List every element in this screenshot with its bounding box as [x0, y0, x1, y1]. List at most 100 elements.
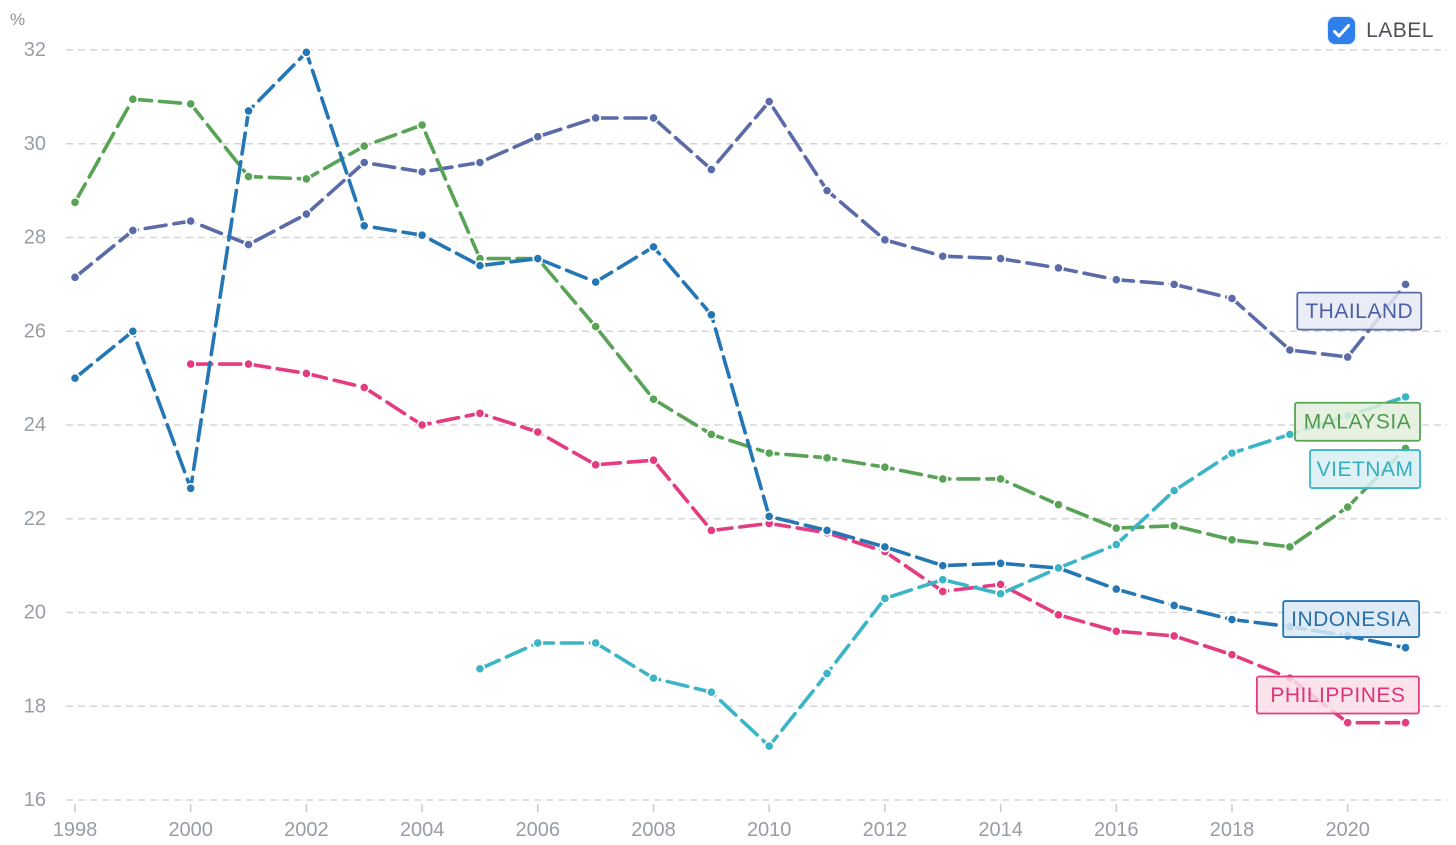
- data-point-vietnam[interactable]: [763, 740, 775, 752]
- data-point-vietnam[interactable]: [705, 686, 717, 698]
- data-point-philippines[interactable]: [995, 578, 1006, 590]
- data-point-indonesia[interactable]: [1110, 583, 1122, 595]
- data-point-malaysia[interactable]: [243, 171, 254, 182]
- data-point-thailand[interactable]: [1226, 293, 1238, 304]
- data-point-philippines[interactable]: [474, 407, 486, 419]
- data-point-philippines[interactable]: [358, 382, 370, 393]
- data-point-thailand[interactable]: [243, 239, 254, 250]
- data-point-thailand[interactable]: [879, 234, 891, 246]
- data-point-thailand[interactable]: [821, 185, 833, 197]
- data-point-thailand[interactable]: [995, 253, 1006, 264]
- data-point-indonesia[interactable]: [590, 276, 602, 288]
- data-point-malaysia[interactable]: [127, 93, 139, 105]
- data-point-indonesia[interactable]: [879, 541, 891, 553]
- data-point-vietnam[interactable]: [1400, 391, 1411, 403]
- data-point-thailand[interactable]: [648, 112, 659, 124]
- data-point-malaysia[interactable]: [937, 473, 949, 485]
- data-point-indonesia[interactable]: [1168, 600, 1180, 611]
- data-point-thailand[interactable]: [705, 164, 717, 175]
- data-point-vietnam[interactable]: [474, 663, 486, 675]
- data-point-vietnam[interactable]: [648, 672, 659, 684]
- data-point-indonesia[interactable]: [300, 46, 312, 58]
- data-point-vietnam[interactable]: [821, 668, 833, 679]
- data-point-thailand[interactable]: [474, 157, 486, 168]
- data-point-malaysia[interactable]: [358, 140, 370, 152]
- data-point-malaysia[interactable]: [995, 473, 1006, 485]
- data-point-thailand[interactable]: [1168, 278, 1180, 290]
- data-point-thailand[interactable]: [127, 225, 139, 236]
- data-point-thailand[interactable]: [937, 250, 949, 262]
- data-point-indonesia[interactable]: [937, 560, 949, 572]
- data-point-thailand[interactable]: [590, 112, 602, 124]
- data-point-vietnam[interactable]: [937, 574, 949, 586]
- data-point-malaysia[interactable]: [821, 452, 833, 464]
- data-point-indonesia[interactable]: [705, 309, 717, 321]
- data-point-malaysia[interactable]: [1226, 534, 1238, 546]
- data-point-indonesia[interactable]: [416, 229, 428, 241]
- data-point-indonesia[interactable]: [1226, 614, 1238, 625]
- data-point-philippines[interactable]: [590, 459, 602, 471]
- data-point-indonesia[interactable]: [821, 525, 833, 536]
- data-point-philippines[interactable]: [532, 426, 544, 438]
- data-point-philippines[interactable]: [1110, 625, 1122, 637]
- data-point-indonesia[interactable]: [532, 253, 544, 264]
- data-point-malaysia[interactable]: [705, 428, 717, 440]
- data-point-indonesia[interactable]: [358, 220, 370, 232]
- data-point-vietnam[interactable]: [1053, 562, 1064, 574]
- data-point-thailand[interactable]: [1400, 278, 1411, 290]
- data-point-vietnam[interactable]: [1110, 539, 1122, 550]
- data-point-indonesia[interactable]: [185, 482, 197, 494]
- data-point-indonesia[interactable]: [69, 372, 81, 384]
- data-point-thailand[interactable]: [185, 215, 197, 227]
- data-point-philippines[interactable]: [648, 454, 659, 466]
- label-checkbox-checked[interactable]: [1328, 17, 1356, 44]
- data-point-vietnam[interactable]: [879, 593, 891, 604]
- data-point-malaysia[interactable]: [69, 196, 81, 208]
- data-point-malaysia[interactable]: [648, 393, 659, 405]
- data-point-indonesia[interactable]: [127, 325, 139, 337]
- data-point-vietnam[interactable]: [590, 637, 602, 649]
- data-point-malaysia[interactable]: [763, 447, 775, 459]
- data-point-malaysia[interactable]: [879, 461, 891, 473]
- data-point-philippines[interactable]: [416, 419, 428, 431]
- data-point-malaysia[interactable]: [1110, 522, 1122, 534]
- data-point-indonesia[interactable]: [763, 511, 775, 522]
- data-point-thailand[interactable]: [1110, 274, 1122, 286]
- data-point-thailand[interactable]: [763, 96, 775, 107]
- data-point-thailand[interactable]: [358, 157, 370, 168]
- data-point-philippines[interactable]: [1342, 717, 1354, 729]
- data-point-indonesia[interactable]: [648, 241, 659, 253]
- data-point-malaysia[interactable]: [1342, 501, 1354, 513]
- label-toggle[interactable]: LABEL: [1328, 17, 1434, 44]
- data-point-thailand[interactable]: [532, 131, 544, 143]
- data-point-philippines[interactable]: [1400, 717, 1411, 729]
- data-point-philippines[interactable]: [705, 525, 717, 536]
- data-point-malaysia[interactable]: [590, 321, 602, 332]
- data-point-philippines[interactable]: [300, 368, 312, 379]
- data-point-vietnam[interactable]: [1284, 428, 1296, 440]
- data-point-vietnam[interactable]: [532, 637, 544, 649]
- data-point-thailand[interactable]: [1053, 262, 1064, 274]
- data-point-philippines[interactable]: [185, 358, 197, 370]
- data-point-thailand[interactable]: [1342, 351, 1354, 363]
- data-point-thailand[interactable]: [1284, 344, 1296, 356]
- data-point-philippines[interactable]: [1053, 609, 1064, 621]
- data-point-malaysia[interactable]: [1284, 541, 1296, 553]
- data-point-thailand[interactable]: [416, 166, 428, 178]
- data-point-indonesia[interactable]: [1400, 642, 1411, 654]
- data-point-malaysia[interactable]: [416, 119, 428, 131]
- data-point-vietnam[interactable]: [995, 588, 1006, 600]
- data-point-indonesia[interactable]: [474, 260, 486, 272]
- data-point-indonesia[interactable]: [243, 105, 254, 117]
- data-point-philippines[interactable]: [243, 358, 254, 370]
- data-point-indonesia[interactable]: [995, 557, 1006, 569]
- data-point-malaysia[interactable]: [300, 173, 312, 185]
- data-point-malaysia[interactable]: [1168, 520, 1180, 532]
- data-point-malaysia[interactable]: [185, 98, 197, 110]
- data-point-philippines[interactable]: [1226, 649, 1238, 661]
- data-point-vietnam[interactable]: [1226, 447, 1238, 459]
- data-point-philippines[interactable]: [1168, 630, 1180, 642]
- data-point-philippines[interactable]: [937, 586, 949, 597]
- data-point-malaysia[interactable]: [1053, 499, 1064, 511]
- data-point-thailand[interactable]: [69, 271, 81, 283]
